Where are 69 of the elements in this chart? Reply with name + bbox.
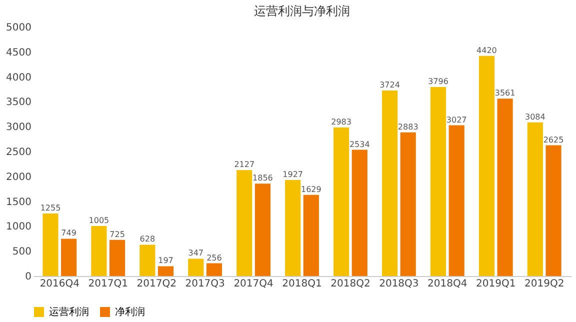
data-label: 3084 <box>524 112 546 122</box>
data-label: 2127 <box>234 160 255 170</box>
legend-label: 净利润 <box>115 306 145 318</box>
y-tick-label: 3000 <box>6 122 32 134</box>
y-tick-label: 2000 <box>6 172 32 183</box>
data-label: 2983 <box>331 117 352 126</box>
data-label: 2883 <box>398 122 418 132</box>
bar <box>527 122 543 276</box>
bar <box>61 238 77 276</box>
bar <box>430 86 446 276</box>
bar <box>285 180 301 276</box>
bar <box>382 90 398 276</box>
data-label: 347 <box>188 248 204 258</box>
data-label: 1856 <box>252 174 273 183</box>
x-tick-label: 2018Q1 <box>282 278 322 290</box>
data-label: 749 <box>61 228 76 238</box>
bar <box>448 125 464 276</box>
x-tick-label: 2016Q4 <box>40 278 80 290</box>
y-tick-label: 4000 <box>6 72 32 84</box>
data-label: 1629 <box>300 184 322 194</box>
y-tick-label: 500 <box>12 246 32 258</box>
data-label: 256 <box>206 253 222 262</box>
data-label: 197 <box>158 256 174 266</box>
x-tick-label: 2017Q2 <box>136 278 176 290</box>
bar <box>334 127 350 276</box>
y-tick-label: 2500 <box>6 147 32 158</box>
data-label: 725 <box>110 230 125 239</box>
data-label: 1005 <box>88 216 110 225</box>
x-tick-label: 2017Q3 <box>185 278 225 290</box>
bar <box>236 170 252 276</box>
y-tick-label: 1000 <box>6 222 32 233</box>
bar <box>303 194 319 276</box>
bar <box>140 244 156 276</box>
data-label: 628 <box>140 234 156 244</box>
chart-title: 运营利润与净利润 <box>254 4 350 18</box>
y-tick-label: 0 <box>25 272 32 282</box>
data-label: 2625 <box>543 135 564 144</box>
x-tick-label: 2017Q4 <box>234 278 274 290</box>
data-label: 2534 <box>349 140 370 149</box>
data-label: 1927 <box>282 170 304 180</box>
x-tick-label: 2018Q2 <box>330 278 370 290</box>
y-tick-label: 1500 <box>6 196 32 208</box>
bar <box>188 258 204 276</box>
y-tick-label: 5000 <box>6 22 32 34</box>
x-tick-label: 2018Q3 <box>379 278 419 290</box>
bar <box>546 145 562 276</box>
legend-label: 运营利润 <box>49 306 89 318</box>
x-tick-label: 2019Q2 <box>524 278 564 290</box>
bar <box>110 240 126 276</box>
data-label: 3796 <box>428 76 448 86</box>
y-tick-label: 3500 <box>6 97 32 108</box>
bar <box>206 263 222 276</box>
x-tick-label: 2019Q1 <box>476 278 516 290</box>
bar <box>42 214 58 276</box>
data-label: 4420 <box>476 46 497 55</box>
bar <box>91 226 107 276</box>
bar <box>254 184 270 276</box>
bar <box>352 150 368 276</box>
bar <box>158 266 174 276</box>
data-label: 3724 <box>380 80 400 90</box>
bar <box>497 98 513 276</box>
data-label: 3561 <box>494 88 516 98</box>
bar <box>478 56 494 276</box>
bar <box>400 132 416 276</box>
data-label: 1255 <box>40 204 61 212</box>
y-tick-label: 4500 <box>6 47 32 58</box>
x-tick-label: 2018Q4 <box>428 278 468 290</box>
data-label: 3027 <box>446 115 467 124</box>
x-tick-label: 2017Q1 <box>88 278 128 290</box>
